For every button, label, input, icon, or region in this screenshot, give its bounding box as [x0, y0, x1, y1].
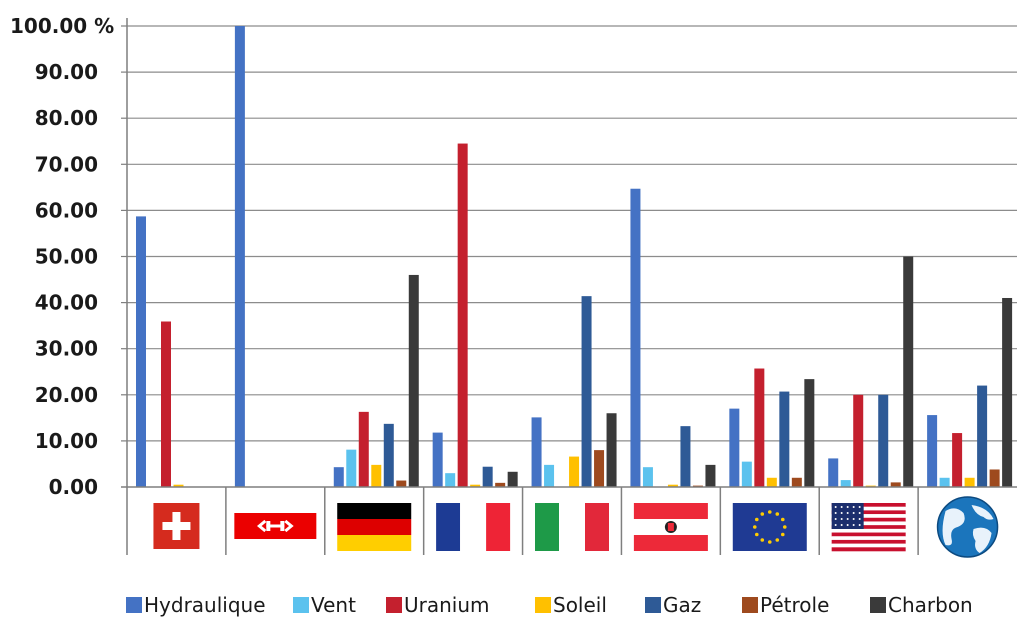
bar: Vent: 4.3 [642, 467, 653, 487]
bar: Hydraulique: 17 [729, 408, 740, 487]
legend-label: Charbon [888, 593, 973, 617]
bar: Hydraulique: 6.2 [828, 458, 839, 487]
bar: Gaz: 22 [977, 385, 988, 487]
bar: Soleil: 0.5 [173, 484, 184, 487]
bar: Hydraulique: 15.6 [927, 415, 938, 487]
bar: Uranium: 20 [853, 394, 864, 487]
italian-flag-icon [535, 503, 609, 551]
y-tick-label: 40.00 [35, 291, 98, 315]
legend-swatch [645, 597, 661, 613]
legend-swatch [535, 597, 551, 613]
bar: Vent: 2 [939, 477, 950, 487]
bar: Hydraulique: 11.8 [432, 432, 443, 487]
legend-item: Charbon [870, 593, 973, 617]
bar: Hydraulique: 15.1 [531, 417, 542, 487]
y-tick-label: 30.00 [35, 337, 98, 361]
french-flag-icon [436, 503, 511, 551]
bar: Vent: 4.8 [544, 464, 555, 487]
bar: Charbon: 23.4 [804, 379, 815, 487]
bar: Gaz: 41.4 [581, 296, 592, 487]
y-tick-label: 90.00 [35, 60, 98, 84]
y-axis-tick-labels: 0.00 10.00 20.00 30.00 40.00 50.00 60.00 70.00 8… [10, 14, 114, 499]
bar: Soleil: 0.5 [470, 484, 481, 487]
sbb-cff-logo-icon [234, 513, 317, 539]
legend-label: Hydraulique [144, 593, 266, 617]
y-tick-label: 80.00 [35, 106, 98, 130]
legend-label: Pétrole [760, 593, 829, 617]
bar: Vent: 3 [445, 473, 456, 487]
bar: Pétrole: 1 [890, 482, 901, 487]
legend-label: Soleil [553, 593, 607, 617]
bar: Gaz: 20.7 [779, 391, 790, 487]
legend-label: Gaz [663, 593, 701, 617]
bar: Soleil: 2 [964, 477, 975, 487]
legend-swatch [293, 597, 309, 613]
legend-swatch [870, 597, 886, 613]
legend-item: Pétrole [742, 593, 829, 617]
y-tick-label: 0.00 [49, 475, 98, 499]
bar: Charbon: 16 [606, 413, 617, 487]
bar: Uranium: 74.5 [457, 143, 468, 487]
bar: Gaz: 13.7 [383, 423, 394, 487]
bar: Uranium: 16.3 [358, 411, 369, 487]
bar: Hydraulique: 64.7 [630, 188, 641, 487]
bar: Charbon: 50 [903, 256, 914, 487]
us-flag-icon [831, 503, 906, 552]
legend-label: Vent [311, 593, 356, 617]
bar: Soleil: 2 [766, 477, 777, 487]
bar: Vent: 1.5 [840, 480, 851, 487]
bar: Charbon: 4.8 [705, 464, 716, 487]
bar: Gaz: 20 [878, 394, 889, 487]
legend-item: Soleil [535, 593, 607, 617]
bar: Gaz: 13.2 [680, 426, 691, 487]
legend-item: Vent [293, 593, 356, 617]
category-icons [153, 496, 999, 558]
bar: Pétrole: 1.4 [396, 480, 407, 487]
bar: Vent: 5.5 [741, 461, 752, 487]
bar: Pétrole: 3.8 [989, 469, 1000, 487]
swiss-flag-icon [153, 503, 200, 549]
bar: Uranium: 11.7 [952, 433, 963, 487]
legend: Hydraulique Vent Uranium Soleil Gaz Pétrole Ch… [126, 593, 973, 617]
bar: Gaz: 4.4 [482, 466, 493, 487]
y-tick-label: 70.00 [35, 152, 98, 176]
bar: Pétrole: 2 [791, 477, 802, 487]
legend-swatch [126, 597, 142, 613]
bar: Charbon: 3.3 [507, 471, 518, 487]
legend-label: Uranium [404, 593, 490, 617]
bars: Hydraulique: 58.7Uranium: 35.9Soleil: 0.… [136, 26, 1013, 487]
legend-item: Uranium [386, 593, 490, 617]
bar: Charbon: 46 [408, 274, 419, 487]
bar: Soleil: 4.8 [371, 464, 382, 487]
bar: Hydraulique: 58.7 [136, 216, 146, 487]
bar: Charbon: 41 [1002, 297, 1013, 487]
bar: Vent: 8.1 [346, 449, 357, 487]
axes [121, 18, 1017, 555]
austrian-flag-icon [633, 503, 708, 551]
gridlines [127, 25, 1017, 442]
globe-icon [936, 496, 999, 558]
y-tick-label: 10.00 [35, 429, 98, 453]
bar: Soleil: 0.5 [667, 484, 678, 487]
bar: Hydraulique: 4.3 [333, 467, 344, 487]
german-flag-icon [337, 503, 412, 551]
eu-flag-icon [732, 503, 807, 551]
legend-swatch [742, 597, 758, 613]
legend-swatch [386, 597, 402, 613]
legend-item: Hydraulique [126, 593, 266, 617]
bar: Pétrole: 0.9 [495, 482, 506, 487]
bar: Pétrole: 8 [594, 450, 605, 487]
y-tick-label: 100.00 % [10, 14, 114, 38]
bar: Hydraulique: 100 [234, 26, 245, 487]
bar: Soleil: 6.6 [569, 456, 580, 487]
bar: Uranium: 35.9 [161, 321, 171, 487]
y-tick-label: 60.00 [35, 198, 98, 222]
y-tick-label: 20.00 [35, 383, 98, 407]
bar: Uranium: 25.7 [754, 368, 765, 487]
y-tick-label: 50.00 [35, 245, 98, 269]
legend-item: Gaz [645, 593, 701, 617]
